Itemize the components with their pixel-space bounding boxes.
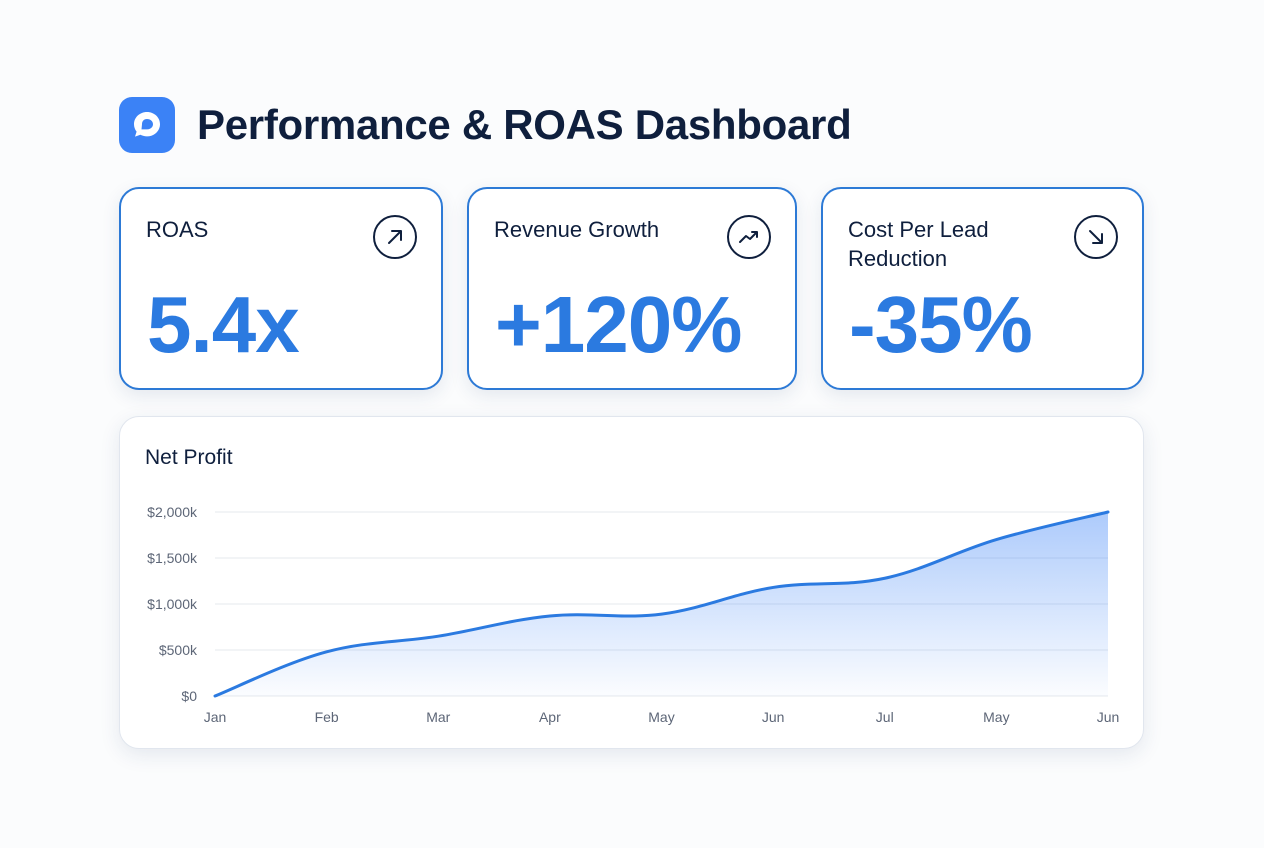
x-tick-label: Jun: [762, 709, 785, 725]
x-tick-label: Mar: [426, 709, 450, 725]
y-tick-label: $500k: [159, 642, 198, 658]
x-tick-label: May: [983, 709, 1009, 725]
kpi-label: Revenue Growth: [494, 217, 660, 242]
app-logo: [119, 97, 175, 153]
x-tick-label: Jan: [204, 709, 227, 725]
kpi-card-revenue-growth: Revenue Growth +120%: [467, 187, 797, 390]
page-title: Performance & ROAS Dashboard: [197, 101, 852, 148]
trending-up-icon: [727, 215, 771, 259]
arrow-down-right-icon: [1074, 215, 1118, 259]
kpi-label: ROAS: [146, 217, 209, 242]
x-tick-label: Jun: [1097, 709, 1120, 725]
kpi-value: -35%: [849, 280, 1033, 369]
kpi-card-cost-per-lead: Cost Per Lead Reduction -35%: [821, 187, 1144, 390]
y-tick-label: $2,000k: [147, 504, 198, 520]
chart-title: Net Profit: [145, 446, 233, 469]
kpi-value: 5.4x: [147, 280, 300, 369]
x-tick-label: Jul: [876, 709, 894, 725]
area-fill: [215, 512, 1108, 696]
net-profit-chart: $0 $500k $1,000k $1,500k $2,000k Jan Feb Mar Ap…: [147, 504, 1120, 725]
net-profit-chart-card: Net Profit $0 $500k $1,000k $1,500k $2,000k …: [119, 416, 1144, 749]
x-tick-label: May: [648, 709, 674, 725]
dashboard-header: Performance & ROAS Dashboard: [119, 97, 852, 153]
y-tick-label: $1,500k: [147, 550, 198, 566]
y-tick-label: $0: [181, 688, 197, 704]
x-tick-label: Apr: [539, 709, 561, 725]
kpi-value: +120%: [495, 280, 742, 369]
kpi-card-roas: ROAS 5.4x: [119, 187, 443, 390]
chat-bubble-icon: [134, 112, 160, 137]
arrow-up-right-icon: [373, 215, 417, 259]
y-tick-label: $1,000k: [147, 596, 198, 612]
x-tick-label: Feb: [315, 709, 339, 725]
kpi-label: Cost Per Lead Reduction: [848, 217, 989, 271]
